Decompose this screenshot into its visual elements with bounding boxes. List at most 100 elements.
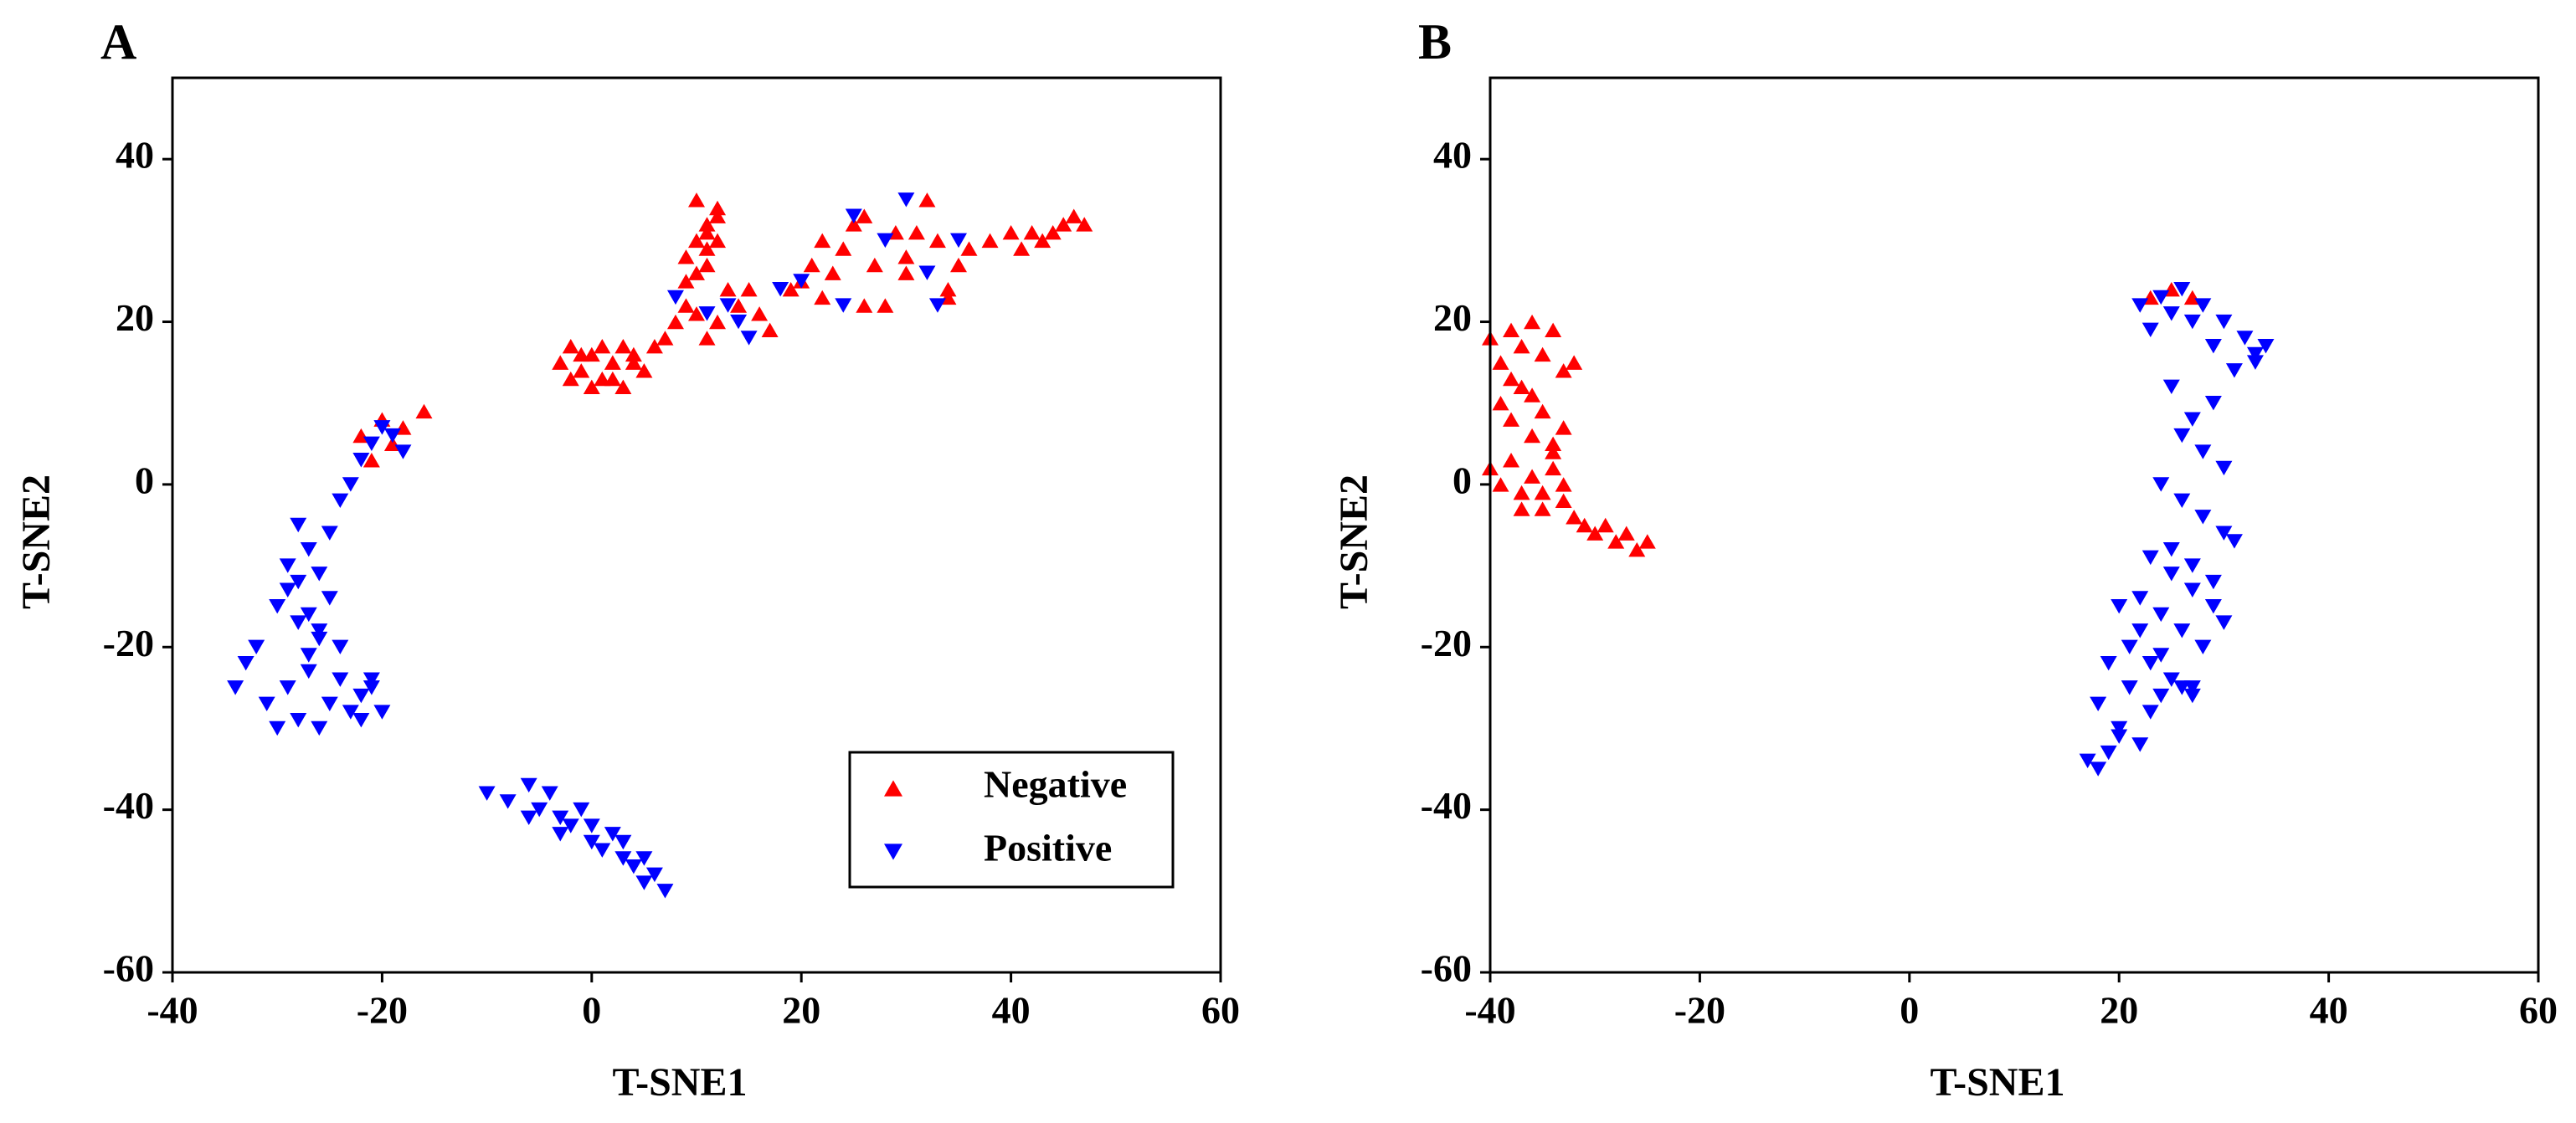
point [845, 217, 862, 232]
point [635, 875, 653, 890]
point [269, 598, 286, 614]
point [709, 208, 727, 223]
point [2215, 314, 2233, 330]
point [814, 290, 831, 305]
point [1524, 428, 1541, 444]
point [614, 834, 632, 850]
point [835, 241, 852, 256]
point [352, 688, 370, 704]
point [2204, 574, 2222, 590]
point [2236, 331, 2254, 346]
plot-frame [1489, 76, 2540, 974]
point [583, 834, 600, 850]
point [1597, 517, 1614, 533]
point [300, 607, 317, 623]
point [793, 274, 810, 289]
point [2079, 753, 2096, 769]
point [814, 233, 831, 249]
legend-box [848, 751, 1175, 889]
point [520, 810, 537, 826]
point [279, 582, 296, 597]
legend-marker [884, 844, 902, 860]
panel-label: A [100, 14, 136, 69]
x-axis-label: T-SNE1 [613, 1060, 748, 1105]
point [2215, 526, 2233, 541]
point [604, 355, 621, 370]
point [698, 331, 716, 346]
point [2204, 396, 2222, 411]
point [541, 786, 558, 801]
point [2152, 648, 2170, 663]
point [604, 827, 621, 842]
point [666, 314, 684, 330]
point [2173, 493, 2191, 509]
point [2162, 306, 2180, 321]
point [981, 233, 999, 249]
point [562, 818, 579, 833]
x-tick-label: -40 [1464, 989, 1515, 1032]
point [332, 493, 349, 509]
x-tick-label: 40 [2310, 989, 2348, 1032]
point [698, 217, 716, 232]
x-tick-label: 60 [1201, 989, 1240, 1032]
point [740, 331, 758, 346]
point [594, 339, 611, 354]
point [698, 306, 716, 321]
point [688, 265, 705, 280]
point [761, 322, 779, 337]
point [2131, 737, 2149, 752]
point [1555, 477, 1572, 492]
point [2131, 623, 2149, 638]
point [2173, 623, 2191, 638]
point [1545, 322, 1562, 337]
point [1503, 371, 1520, 387]
point [856, 208, 873, 223]
point [373, 420, 391, 435]
point [352, 453, 370, 468]
point [950, 257, 967, 273]
point [258, 696, 275, 711]
point [625, 859, 642, 874]
point [2090, 761, 2107, 777]
point [2173, 680, 2191, 695]
point [2142, 656, 2159, 671]
y-tick-label: 20 [1433, 296, 1472, 339]
point [625, 346, 642, 362]
point [709, 314, 727, 330]
point [1566, 510, 1583, 525]
point [2215, 615, 2233, 630]
x-tick-label: -20 [1674, 989, 1725, 1032]
point [1044, 224, 1062, 240]
point [290, 615, 307, 630]
point [594, 371, 611, 387]
point [531, 802, 548, 818]
point [1065, 208, 1082, 223]
point [698, 257, 716, 273]
point [688, 192, 705, 208]
point [2142, 322, 2159, 337]
point [950, 233, 967, 249]
y-axis-label: T-SNE2 [1332, 474, 1376, 609]
point [1545, 460, 1562, 476]
point [227, 680, 244, 695]
point [2121, 639, 2138, 654]
point [645, 339, 663, 354]
point [2204, 339, 2222, 354]
point [2162, 567, 2180, 582]
point [2246, 355, 2264, 370]
point [1555, 493, 1572, 509]
panel-label: B [1418, 14, 1452, 69]
point [552, 355, 569, 370]
point [845, 208, 862, 223]
point [688, 233, 705, 249]
point [824, 265, 841, 280]
point [928, 233, 946, 249]
point [2152, 477, 2170, 492]
point [2183, 680, 2201, 695]
legend-label: Positive [984, 827, 1112, 869]
point [719, 298, 737, 313]
x-tick-label: 60 [2519, 989, 2558, 1032]
point [2131, 591, 2149, 606]
point [709, 200, 727, 216]
x-tick-label: 0 [582, 989, 601, 1032]
